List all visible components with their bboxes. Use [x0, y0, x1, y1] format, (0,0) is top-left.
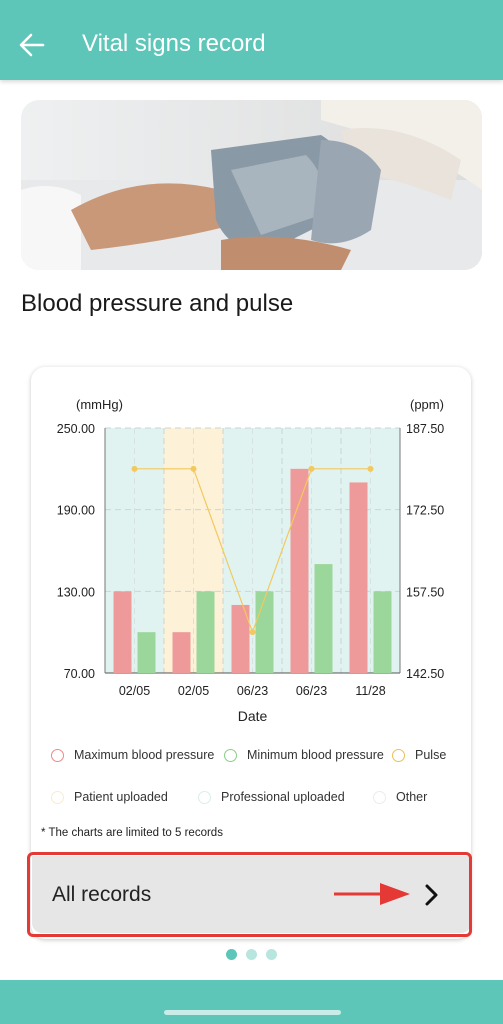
hero-photo: [21, 100, 482, 270]
y-right-tick-label: 187.50: [406, 422, 444, 436]
pulse-point: [190, 465, 197, 472]
legend-circle-icon: [51, 748, 64, 762]
y-left-tick-label: 70.00: [64, 667, 95, 681]
legend-circle-icon: [224, 748, 237, 762]
highlight-box: [27, 852, 472, 937]
page-indicator: [226, 949, 277, 960]
back-arrow-icon: [19, 33, 45, 57]
legend-label: Maximum blood pressure: [74, 748, 215, 762]
page-dot[interactable]: [226, 949, 237, 960]
legend-label: Minimum blood pressure: [247, 748, 384, 762]
chart-note: * The charts are limited to 5 records: [41, 827, 223, 839]
page-title: Vital signs record: [82, 30, 266, 57]
legend-item: Patient uploaded: [51, 790, 168, 804]
bar-max-blood-pressure: [172, 632, 191, 673]
y-right-tick-label: 172.50: [406, 504, 444, 518]
home-indicator[interactable]: [164, 1010, 341, 1015]
y-left-tick-label: 130.00: [57, 585, 95, 599]
legend-item: Professional uploaded: [198, 790, 345, 804]
blood-pressure-chart: 250.00 190.00 130.00 70.00 187.50 172.50 157.5…: [57, 397, 445, 724]
y-right-tick-label: 157.50: [406, 585, 444, 599]
x-tick-label: 11/28: [355, 684, 385, 698]
x-tick-label: 06/23: [237, 684, 268, 698]
x-tick-label: 06/23: [296, 684, 327, 698]
bar-max-blood-pressure: [231, 604, 250, 673]
bar-min-blood-pressure: [373, 591, 392, 673]
legend-item: Other: [373, 790, 427, 804]
x-axis-label: Date: [238, 708, 268, 724]
y-left-tick-label: 250.00: [57, 422, 95, 436]
bar-max-blood-pressure: [113, 591, 132, 673]
all-records-label: All records: [52, 883, 152, 906]
x-tick-label: 02/05: [178, 684, 209, 698]
app-bar: Vital signs record: [0, 0, 503, 80]
pulse-point: [249, 629, 256, 636]
back-button[interactable]: [18, 28, 54, 62]
legend-label: Pulse: [415, 748, 447, 762]
legend-circle-icon: [373, 790, 386, 804]
bottom-bar: [0, 980, 503, 1024]
x-tick-label: 02/05: [119, 684, 150, 698]
chevron-right-icon: [425, 884, 438, 906]
legend-circle-icon: [198, 790, 211, 804]
pulse-point: [367, 465, 374, 472]
section-title: Blood pressure and pulse: [21, 290, 294, 317]
pulse-point: [131, 465, 138, 472]
legend-label: Professional uploaded: [221, 790, 345, 804]
legend-item: Minimum blood pressure: [224, 748, 384, 762]
legend-circle-icon: [392, 748, 405, 762]
bar-max-blood-pressure: [290, 468, 309, 673]
legend-item: Maximum blood pressure: [51, 748, 214, 762]
y-right-axis-label: (ppm): [410, 397, 444, 412]
page-dot[interactable]: [246, 949, 257, 960]
legend-label: Patient uploaded: [74, 790, 168, 804]
red-arrow-icon: [334, 883, 410, 905]
all-records-button[interactable]: All records: [32, 856, 471, 933]
legend-circle-icon: [51, 790, 64, 804]
legend-label: Other: [396, 790, 428, 804]
y-left-tick-label: 190.00: [57, 504, 95, 518]
bar-min-blood-pressure: [196, 591, 215, 673]
y-right-tick-label: 142.50: [406, 667, 444, 681]
bar-min-blood-pressure: [314, 564, 333, 673]
bar-min-blood-pressure: [255, 591, 274, 673]
bar-max-blood-pressure: [349, 482, 368, 673]
chart-card: 250.00 190.00 130.00 70.00 187.50 172.50 157.5…: [31, 367, 471, 939]
legend-item: Pulse: [392, 748, 446, 762]
pulse-point: [308, 465, 315, 472]
bar-min-blood-pressure: [137, 632, 156, 673]
y-left-axis-label: (mmHg): [76, 397, 123, 412]
page-dot[interactable]: [266, 949, 277, 960]
